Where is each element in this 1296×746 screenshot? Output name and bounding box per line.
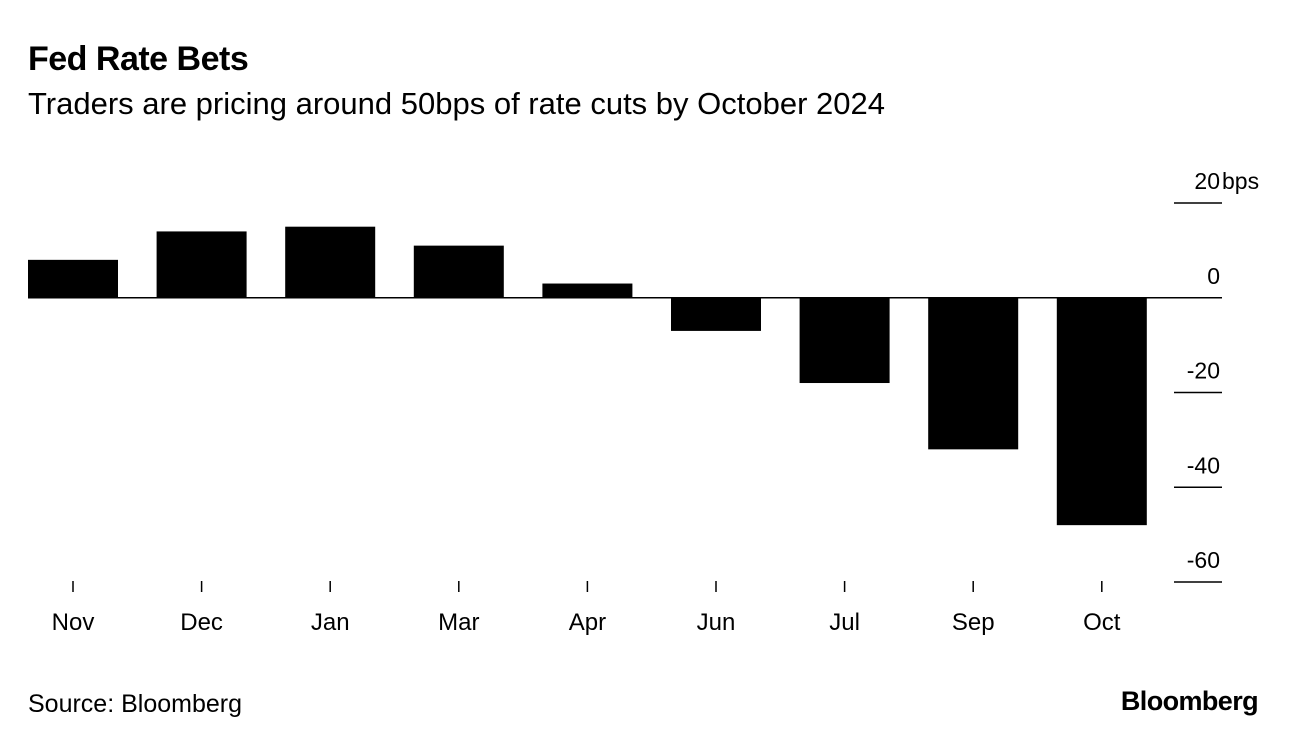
y-tick-label: -60 (1187, 547, 1220, 573)
bar-nov (28, 259, 118, 298)
x-tick-label: Apr (569, 609, 606, 636)
x-tick-label: Oct (1083, 609, 1121, 636)
x-tick-label: Jul (829, 609, 860, 636)
y-tick-label: -40 (1187, 452, 1220, 478)
bar-jun (671, 297, 761, 331)
x-tick-label: Jan (311, 609, 350, 636)
x-tick-label: Jun (697, 609, 736, 636)
chart-title: Fed Rate Bets (28, 40, 249, 78)
y-tick-label: 0 (1207, 263, 1220, 289)
bar-mar (413, 245, 504, 298)
bloomberg-logo: Bloomberg (1120, 686, 1259, 716)
bar-dec (156, 231, 247, 298)
bar-oct (1056, 297, 1147, 526)
y-tick-label: 20 (1194, 168, 1220, 194)
source-note: Source: Bloomberg (28, 690, 243, 718)
x-tick-label: Nov (52, 609, 95, 636)
chart-subtitle: Traders are pricing around 50bps of rate… (28, 86, 885, 121)
x-axis: Nov Dec Jan Mar Apr Jun Jul Sep Oct (52, 581, 1121, 636)
bars-group (28, 226, 1222, 526)
x-tick-label: Dec (180, 609, 223, 636)
bar-jul (799, 297, 890, 384)
y-unit-label: bps (1222, 168, 1259, 194)
y-axis: 20 0 -20 -40 -60 bps (1174, 168, 1259, 583)
x-tick-label: Mar (438, 609, 479, 636)
bar-apr (542, 283, 633, 298)
bar-jan (285, 226, 376, 298)
y-tick-label: -20 (1187, 358, 1220, 384)
bar-sep (928, 297, 1019, 450)
x-tick-label: Sep (952, 609, 995, 636)
